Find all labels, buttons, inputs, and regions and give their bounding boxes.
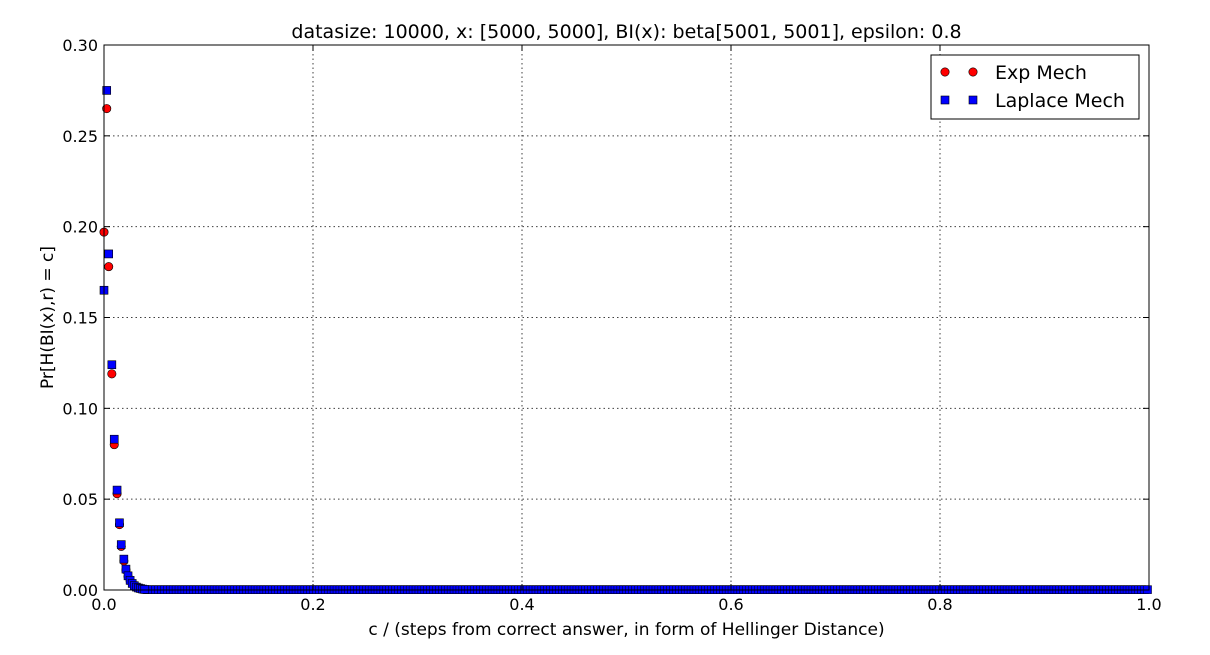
laplace-mech-point — [104, 249, 114, 259]
legend: Exp Mech Laplace Mech — [930, 54, 1140, 120]
legend-box — [930, 54, 1140, 120]
series-layer — [99, 86, 1152, 594]
x-tick-label: 0.2 — [300, 595, 325, 614]
y-tick-label: 0.10 — [62, 399, 98, 418]
exp-mech-point — [102, 104, 112, 114]
y-tick-label: 0.25 — [62, 127, 98, 146]
laplace-mech-point — [119, 554, 129, 564]
legend-label-exp-mech: Exp Mech — [995, 62, 1087, 84]
y-tick-label: 0.05 — [62, 490, 98, 509]
grid — [104, 45, 1149, 590]
x-tick-label: 0.4 — [509, 595, 534, 614]
laplace-mech-point — [102, 86, 112, 95]
axis-ticks: 0.0 0.2 0.4 0.6 0.8 1.0 0.00 0.05 0.10 0.15 0.20 0.… — [62, 36, 1161, 614]
laplace-mech-point — [115, 518, 124, 528]
legend-label-laplace-mech: Laplace Mech — [995, 90, 1125, 112]
x-tick-label: 0.8 — [927, 595, 952, 614]
y-axis-label: Pr[H(BI(x),r) = c] — [38, 246, 58, 389]
legend-marker-exp-mech — [968, 67, 978, 77]
x-tick-label: 0.0 — [91, 595, 116, 614]
laplace-mech-point — [140, 585, 150, 594]
legend-marker-exp-mech — [940, 67, 950, 77]
x-tick-label: 1.0 — [1136, 595, 1161, 614]
legend-marker-laplace-mech — [968, 95, 978, 105]
chart-title: datasize: 10000, x: [5000, 5000], BI(x):… — [291, 21, 961, 43]
laplace-mech-point — [107, 360, 117, 370]
laplace-mech-point — [112, 485, 122, 495]
x-axis-label: c / (steps from correct answer, in form … — [368, 620, 884, 640]
y-tick-label: 0.20 — [62, 218, 98, 237]
exp-mech-point — [107, 369, 117, 379]
laplace-mech-point — [109, 434, 119, 444]
exp-mech-point — [104, 262, 114, 272]
legend-marker-laplace-mech — [940, 95, 950, 105]
y-tick-label: 0.00 — [62, 581, 98, 600]
x-tick-label: 0.6 — [718, 595, 743, 614]
y-tick-label: 0.15 — [62, 309, 98, 328]
laplace-mech-point — [116, 540, 126, 549]
y-tick-label: 0.30 — [62, 36, 98, 55]
